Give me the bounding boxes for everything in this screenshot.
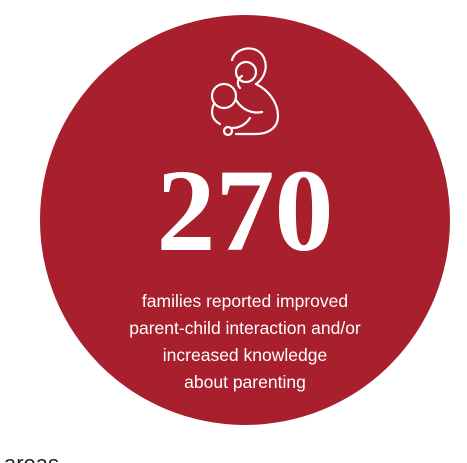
description-line: about parenting bbox=[184, 372, 306, 392]
circle-badge bbox=[40, 15, 450, 425]
description-line: increased knowledge bbox=[163, 345, 327, 365]
parent-child-icon bbox=[210, 47, 280, 137]
footer-text: areas bbox=[4, 451, 59, 463]
stat-description: families reported improved parent-child i… bbox=[129, 291, 361, 392]
stat-number: 270 bbox=[157, 145, 334, 276]
description-line: families reported improved bbox=[142, 291, 348, 311]
description-line: parent-child interaction and/or bbox=[129, 318, 361, 338]
